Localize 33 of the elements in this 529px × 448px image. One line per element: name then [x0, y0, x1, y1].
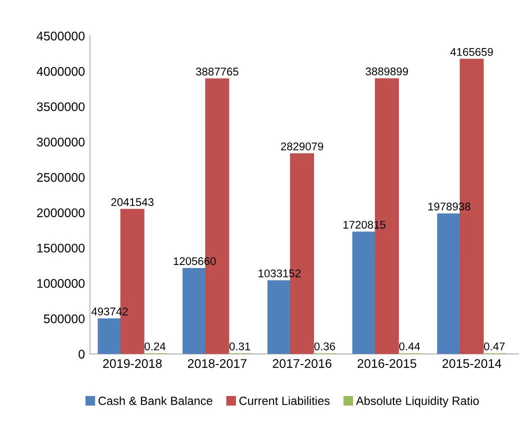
x-tick-label: 2018-2017 [188, 359, 246, 368]
x-tick-label: 2016-2015 [358, 359, 416, 368]
data-label: 4165659 [450, 48, 493, 56]
y-tick-label: 4500000 [36, 32, 85, 40]
y-tick-label: 1500000 [37, 244, 85, 253]
data-label: 3889899 [366, 68, 408, 76]
y-tick-label: 500000 [44, 314, 85, 324]
data-label: 0.24 [144, 342, 166, 350]
data-label: 0.31 [229, 342, 250, 350]
x-tick-label: 2017-2016 [272, 359, 332, 368]
y-tick-label: 2000000 [37, 208, 85, 218]
data-label: 0.36 [314, 342, 336, 350]
y-tick-label: 1000000 [37, 279, 85, 288]
data-label: 0.44 [399, 342, 420, 350]
legend-label: Current Liabilities [239, 396, 330, 406]
y-tick-label: 0 [78, 350, 85, 359]
bar [182, 268, 207, 354]
bar [437, 213, 462, 354]
bar [267, 280, 292, 354]
y-tick-label: 2500000 [37, 173, 85, 182]
data-label: 2829079 [280, 142, 324, 150]
bar [98, 318, 122, 354]
bar [352, 232, 376, 354]
y-tick-label: 4000000 [36, 66, 85, 76]
x-tick-label: 2019-2018 [103, 359, 162, 368]
y-tick-label: 3500000 [36, 102, 85, 112]
data-label: 3887765 [196, 68, 238, 76]
legend-label: Absolute Liquidity Ratio [356, 396, 479, 408]
data-label: 2041543 [111, 198, 154, 206]
x-tick-label: 2015-2014 [442, 359, 502, 368]
legend-label: Cash & Bank Balance [98, 396, 212, 406]
y-tick-label: 3000000 [36, 138, 85, 147]
data-label: 0.47 [484, 342, 505, 350]
